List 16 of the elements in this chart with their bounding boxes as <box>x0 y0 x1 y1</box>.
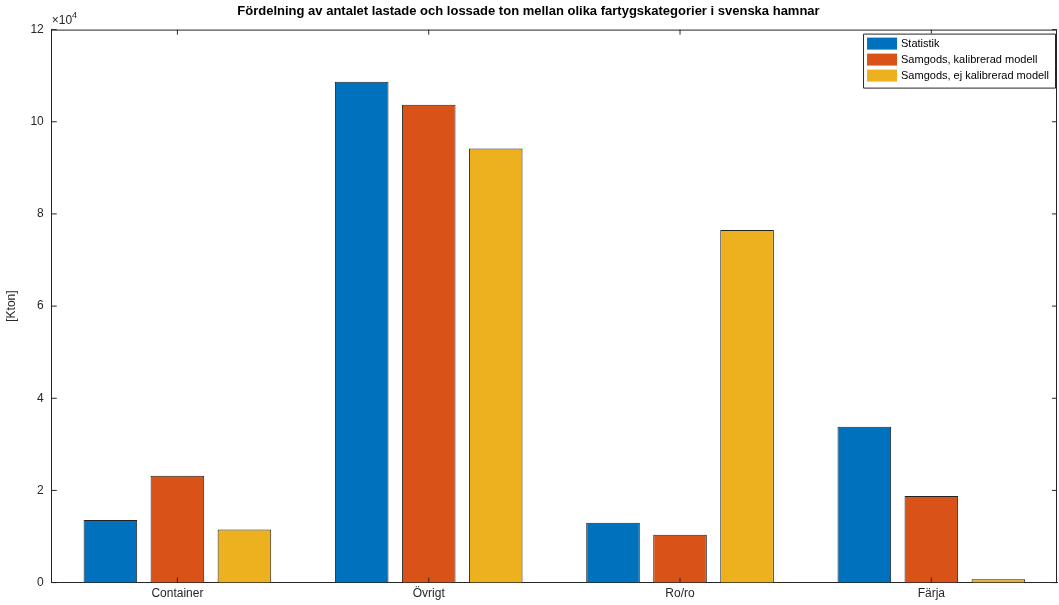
chart-title: Fördelning av antalet lastade och lossade ton mellan olika fartygskategorier i svenska hamnar <box>237 3 820 19</box>
y-axis-title: [Kton] <box>3 290 18 322</box>
y-tick-label: 2 <box>37 482 45 497</box>
y-tick-label: 6 <box>37 298 45 313</box>
y-tick-label: 10 <box>30 114 45 129</box>
x-tick-label: Ro/ro <box>665 586 696 601</box>
y-tick-label: 0 <box>37 574 45 589</box>
legend-label: Statistik <box>901 36 941 49</box>
y-tick-label: 4 <box>37 390 45 405</box>
y-tick-label: 8 <box>37 206 45 221</box>
x-tick-label: Färja <box>917 586 946 601</box>
legend-label: Samgods, kalibrerad modell <box>901 52 1038 65</box>
y-tick-label: 12 <box>30 21 45 36</box>
legend-label: Samgods, ej kalibrerad modell <box>901 68 1050 81</box>
x-tick-label: Övrigt <box>412 586 446 601</box>
x-tick-label: Container <box>151 586 204 601</box>
